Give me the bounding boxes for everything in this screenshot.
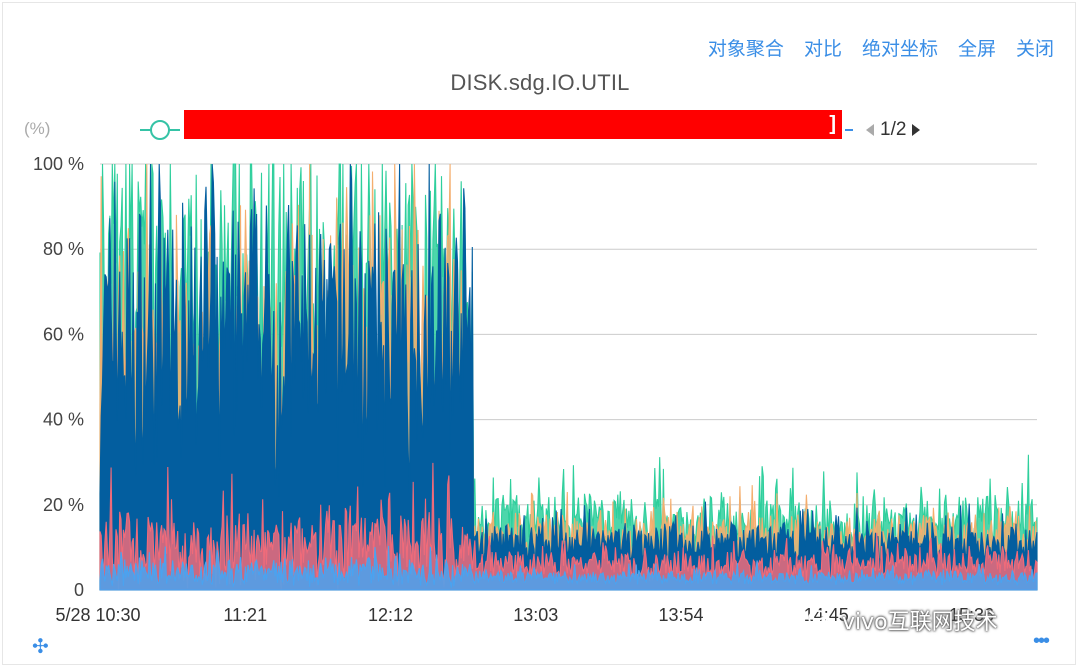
y-tick-label: 20 % <box>43 495 84 515</box>
watermark-text: vivo互联网技术 <box>842 610 998 635</box>
series-layer <box>99 163 1038 591</box>
close-button[interactable]: 关闭 <box>1015 38 1054 60</box>
y-tick-label: 0 <box>74 580 84 600</box>
y-tick-label: 40 % <box>43 410 84 430</box>
legend-series-marker[interactable] <box>140 120 180 140</box>
y-axis-ticks: 0 20 % 40 % 60 % 80 % 100 % <box>33 154 84 600</box>
y-axis-unit: (%) <box>24 119 51 138</box>
x-tick-label: 15:36 <box>949 605 994 625</box>
pager-text: 1/2 <box>880 119 907 140</box>
x-tick-label: 13:03 <box>513 605 558 625</box>
legend-circle-icon <box>150 120 170 140</box>
series-area-5 <box>99 545 1038 591</box>
pager-next-icon[interactable] <box>912 124 921 136</box>
y-tick-label: 60 % <box>43 324 84 344</box>
chart-toolbar: 对象聚合 对比 绝对坐标 全屏 关闭 <box>708 34 1054 61</box>
x-tick-label: 12:12 <box>368 605 413 625</box>
series-area-1 <box>99 163 1038 591</box>
watermark: vivo互联网技术 <box>808 604 998 636</box>
x-tick-label: 11:21 <box>223 605 267 625</box>
pager-prev-icon[interactable] <box>866 124 874 136</box>
chart-title: DISK.sdg.IO.UTIL <box>450 70 630 95</box>
legend-redacted-area: ] <box>184 110 842 139</box>
wechat-icon <box>808 610 833 630</box>
legend-pager: 1/2 <box>866 119 921 141</box>
y-tick-label: 100 % <box>33 154 84 174</box>
y-tick-label: 80 % <box>43 239 84 259</box>
absolute-axis-button[interactable]: 绝对坐标 <box>861 38 938 60</box>
x-tick-label: 13:54 <box>658 605 703 625</box>
aggregate-button[interactable]: 对象聚合 <box>707 38 784 60</box>
legend-dash-icon <box>845 129 853 131</box>
compare-button[interactable]: 对比 <box>803 38 842 60</box>
x-tick-label: 5/28 10:30 <box>55 605 140 625</box>
bracket-icon: ] <box>829 113 836 135</box>
more-icon[interactable]: ••• <box>1032 630 1050 652</box>
move-icon[interactable]: ✣ <box>32 636 49 658</box>
fullscreen-button[interactable]: 全屏 <box>957 38 996 60</box>
